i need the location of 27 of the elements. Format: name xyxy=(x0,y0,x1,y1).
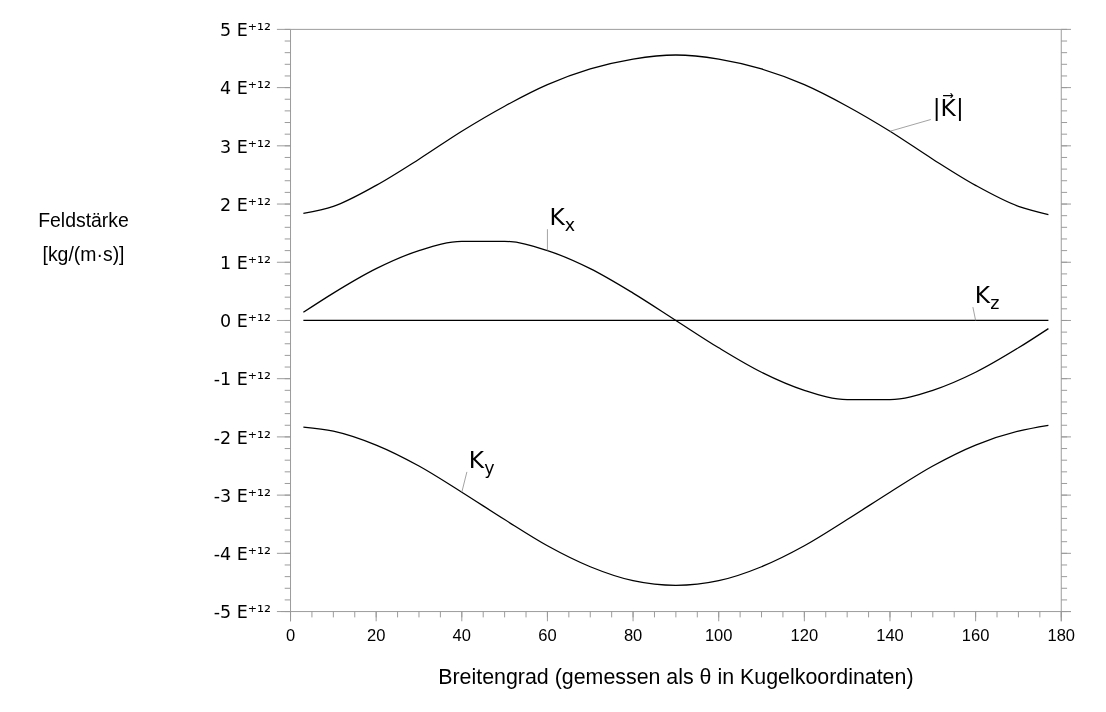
x-tick-label: 180 xyxy=(1047,625,1076,645)
x-tick-label: 140 xyxy=(876,625,904,645)
x-tick-label: 80 xyxy=(623,625,643,645)
y-tick-label: -5 E⁺¹² xyxy=(213,602,272,623)
series-label: K$_{x}$ xyxy=(549,203,576,236)
x-axis-title: Breitengrad (gemessen als θ in Kugelkoordinaten) xyxy=(438,665,914,690)
x-tick-label: 40 xyxy=(452,625,471,645)
series-label: K$_{z}$ xyxy=(974,281,1000,314)
y-tick-label: 0 E⁺¹² xyxy=(220,311,272,332)
x-tick-label: 120 xyxy=(790,625,819,645)
y-tick-label: -3 E⁺¹² xyxy=(213,485,272,506)
series-label: K$_{y}$ xyxy=(468,446,495,478)
y-tick-label: -4 E⁺¹² xyxy=(213,544,272,565)
y-tick-label: 3 E⁺¹² xyxy=(220,136,272,157)
x-tick-label: 100 xyxy=(704,625,733,645)
x-tick-label: 0 xyxy=(285,625,296,645)
y-tick-label: 1 E⁺¹² xyxy=(220,253,272,274)
x-tick-label: 60 xyxy=(538,625,557,645)
x-tick-label: 20 xyxy=(366,625,386,645)
x-tick-label: 160 xyxy=(961,625,990,645)
y-tick-label: 5 E⁺¹² xyxy=(220,20,272,41)
y-tick-label: -2 E⁺¹² xyxy=(213,427,272,448)
y-axis-title: Feldstärke [kg/(m·s)] xyxy=(38,208,129,265)
y-tick-label: 2 E⁺¹² xyxy=(220,194,272,215)
series-label: |K⃗| xyxy=(932,93,964,121)
y-tick-label: 4 E⁺¹² xyxy=(220,78,272,99)
y-tick-label: -1 E⁺¹² xyxy=(213,369,272,390)
